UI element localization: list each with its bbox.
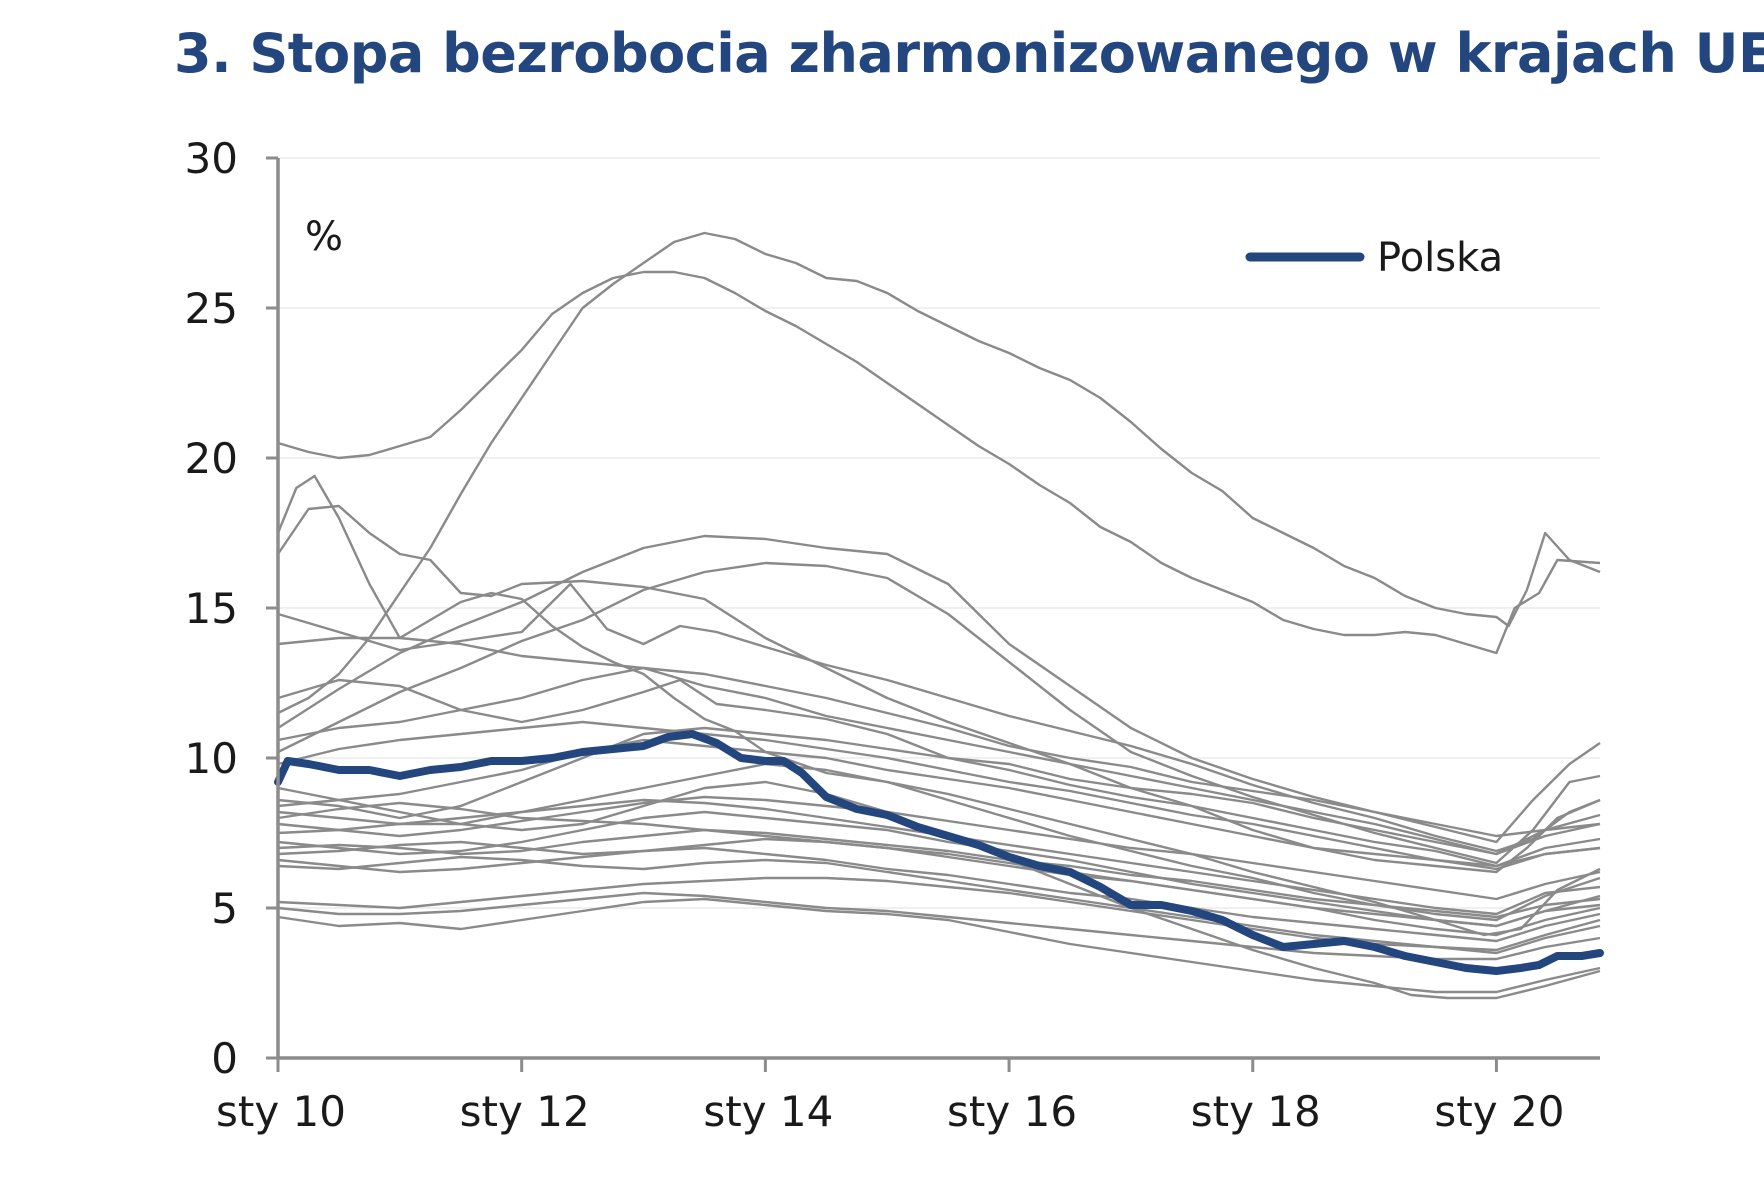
series-line-5: [277, 534, 1601, 844]
series-line-1: [277, 231, 1601, 715]
series-line-18: [277, 828, 1601, 919]
series-line-6: [277, 561, 1601, 865]
series-line-7: [277, 582, 1601, 853]
series-line-19: [277, 837, 1601, 928]
y-tick-label: 0: [211, 1034, 238, 1083]
x-tick-label: sty 10: [216, 1087, 346, 1136]
chart-title: 3. Stopa bezrobocia zharmonizowanego w k…: [174, 22, 1764, 85]
y-tick-label: 25: [185, 284, 238, 333]
axes: 0 5 10 15 20 25 30 sty 10 sty 12 sty 14 sty 16 sty …: [185, 134, 1600, 1136]
series-line-14: [277, 762, 1601, 922]
series-line-20: [277, 846, 1601, 943]
series-group-highlight: [274, 730, 1604, 975]
series-line-4: [277, 504, 1601, 874]
x-tick-label: sty 16: [947, 1087, 1077, 1136]
series-line-21: [277, 855, 1601, 955]
series-line-13: [277, 738, 1601, 868]
series-line-9: [277, 678, 1601, 868]
series-line-25: [277, 780, 1601, 1000]
series-line-24: [277, 897, 1601, 994]
series-line-10: [277, 666, 1601, 838]
y-tick-label: 10: [185, 734, 238, 783]
unit-label: %: [305, 214, 343, 260]
x-tick-label: sty 12: [460, 1087, 590, 1136]
series-group-others: [276, 231, 1601, 1000]
series-line-26: [277, 801, 1601, 937]
series-line-11: [277, 720, 1601, 871]
series-line-8: [277, 636, 1601, 856]
legend-label: Polska: [1377, 235, 1503, 281]
series-line-15: [277, 795, 1601, 901]
y-tick-label: 5: [211, 884, 238, 933]
series-line-polska: [274, 730, 1604, 975]
series-line-3: [276, 474, 1601, 937]
y-tick-label: 30: [185, 134, 238, 183]
series-line-12: [277, 726, 1601, 856]
series-line-2: [277, 270, 1601, 655]
series-line-22: [277, 876, 1601, 952]
legend: Polska: [1245, 235, 1503, 281]
x-tick-label: sty 20: [1434, 1087, 1564, 1136]
x-tick-label: sty 18: [1191, 1087, 1321, 1136]
y-tick-label: 20: [185, 434, 238, 483]
x-tick-label: sty 14: [703, 1087, 833, 1136]
y-tick-label: 15: [185, 584, 238, 633]
